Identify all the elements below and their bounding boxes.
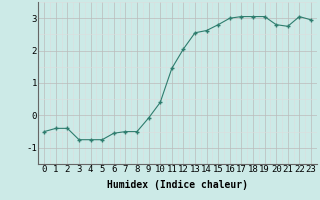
X-axis label: Humidex (Indice chaleur): Humidex (Indice chaleur) (107, 180, 248, 190)
